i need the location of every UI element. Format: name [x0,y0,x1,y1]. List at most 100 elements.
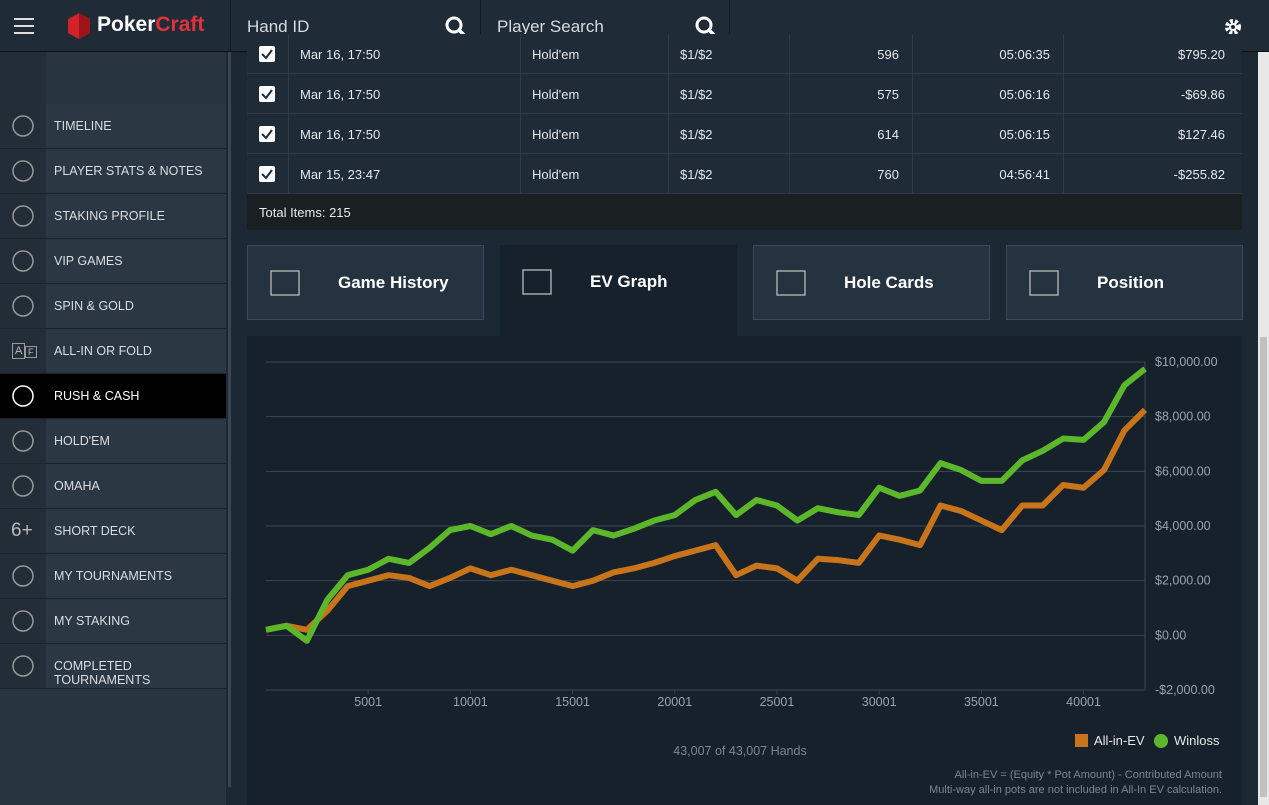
y-tick-label: $4,000.00 [1155,519,1211,533]
x-tick-label: 35001 [964,695,999,709]
y-tick-label: $8,000.00 [1155,410,1211,424]
nav-icon-box [0,284,46,328]
nav-icon-shape [12,385,34,407]
nav-label: TIMELINE [54,119,112,133]
checkbox[interactable] [259,166,275,182]
nav-icon-box [0,554,46,598]
nav-icon-box [0,644,46,688]
nav-item[interactable]: COMPLETED TOURNAMENTS [0,644,226,689]
table-row: Mar 16, 17:50 Hold'em $1/$2 575 05:06:16 -$69… [247,74,1242,114]
nav-item[interactable]: PLAYER STATS & NOTES [0,149,226,194]
total-items: Total Items: 215 [259,205,351,220]
settings-icon[interactable] [1224,18,1242,36]
table-cell: 614 [877,127,899,142]
player-search-placeholder: Player Search [497,17,604,36]
x-tick-label: 20001 [657,695,692,709]
nav-label: ALL-IN OR FOLD [54,344,152,358]
table-cell: $1/$2 [680,47,713,62]
table-cell: $1/$2 [680,87,713,102]
tab-icon [1029,270,1059,296]
tab[interactable]: Hole Cards [753,245,990,320]
checkbox[interactable] [259,46,275,62]
nav-icon [12,610,34,632]
logo-icon [68,13,90,39]
nav-icon-shape [12,610,34,632]
checkbox[interactable] [259,86,275,102]
table-cell: 760 [877,167,899,182]
table-cell: $127.46 [1178,127,1225,142]
tab[interactable]: EV Graph [500,245,737,336]
nav-item[interactable]: SHORT DECK 6+ [0,509,226,554]
col-divider [668,114,669,154]
table-cell: 575 [877,87,899,102]
nav-item[interactable]: VIP GAMES [0,239,226,284]
table-cell: 05:06:16 [999,87,1050,102]
tab-label: Game History [338,273,449,292]
nav-icon [12,115,34,137]
tab[interactable]: Position [1006,245,1243,320]
nav-icon-shape [12,115,34,137]
nav-label: SHORT DECK [54,524,136,538]
nav-item[interactable]: MY STAKING [0,599,226,644]
nav-icon-box [0,239,46,283]
checkbox[interactable] [259,126,275,142]
tab-icon-shape [776,270,806,296]
nav-item[interactable]: RUSH & CASH [0,374,226,419]
nav-item[interactable]: MY TOURNAMENTS [0,554,226,599]
hand-search-placeholder: Hand ID [247,17,310,36]
hand-search[interactable]: Hand ID [230,0,480,52]
col-divider [1063,74,1064,114]
player-search[interactable]: Player Search [480,0,730,52]
legend-swatch [1075,734,1088,747]
legend-label: Winloss [1174,733,1220,748]
nav-icon [12,295,34,317]
table-cell: Hold'em [532,87,580,102]
x-tick-label: 5001 [354,695,382,709]
nav-icon [12,565,34,587]
nav-icon: F [25,346,37,358]
y-tick-label: $6,000.00 [1155,464,1211,478]
nav-icon: 6+ [11,520,33,541]
col-divider [668,34,669,74]
legend-label: All-in-EV [1094,733,1145,748]
nav-icon-shape [12,205,34,227]
menu-icon[interactable] [14,18,34,34]
nav-item[interactable]: STAKING PROFILE [0,194,226,239]
table-cell: Mar 16, 17:50 [300,127,381,142]
series-line [265,407,1148,633]
tab-label: EV Graph [590,272,668,291]
table-cell: Hold'em [532,167,580,182]
table-cell: $1/$2 [680,167,713,182]
nav-item[interactable]: TIMELINE [0,104,226,149]
nav-icon: A [12,343,26,359]
col-divider [789,34,790,74]
tab-icon [776,270,806,296]
checkbox-check [261,49,273,60]
x-tick-label: 10001 [453,695,488,709]
nav-item[interactable]: SPIN & GOLD [0,284,226,329]
nav-icon [12,430,34,452]
y-tick-label: $2,000.00 [1155,574,1211,588]
scrollbar[interactable] [1258,52,1269,805]
col-divider [1063,154,1064,194]
table-cell: Mar 16, 17:50 [300,87,381,102]
nav-icon-box [0,104,46,148]
nav-item[interactable]: OMAHA [0,464,226,509]
y-tick-label: $10,000.00 [1155,355,1218,369]
table-cell: Mar 15, 23:47 [300,167,381,182]
nav-label: MY TOURNAMENTS [54,569,173,583]
scrollbar-thumb[interactable] [1260,337,1267,797]
nav-item[interactable]: ALL-IN OR FOLD A F [0,329,226,374]
tab[interactable]: Game History [247,245,484,320]
checkbox-check [261,89,273,100]
col-divider [1063,114,1064,154]
col-divider [789,114,790,154]
nav-icon-box [0,419,46,463]
nav-label: RUSH & CASH [54,389,140,403]
sidebar-scrollbar [228,52,231,787]
table-row: Mar 15, 23:47 Hold'em $1/$2 760 04:56:41 -$25… [247,154,1242,194]
nav-item[interactable]: HOLD'EM [0,419,226,464]
nav-icon-box [0,374,46,418]
nav-icon-shape [12,655,34,677]
